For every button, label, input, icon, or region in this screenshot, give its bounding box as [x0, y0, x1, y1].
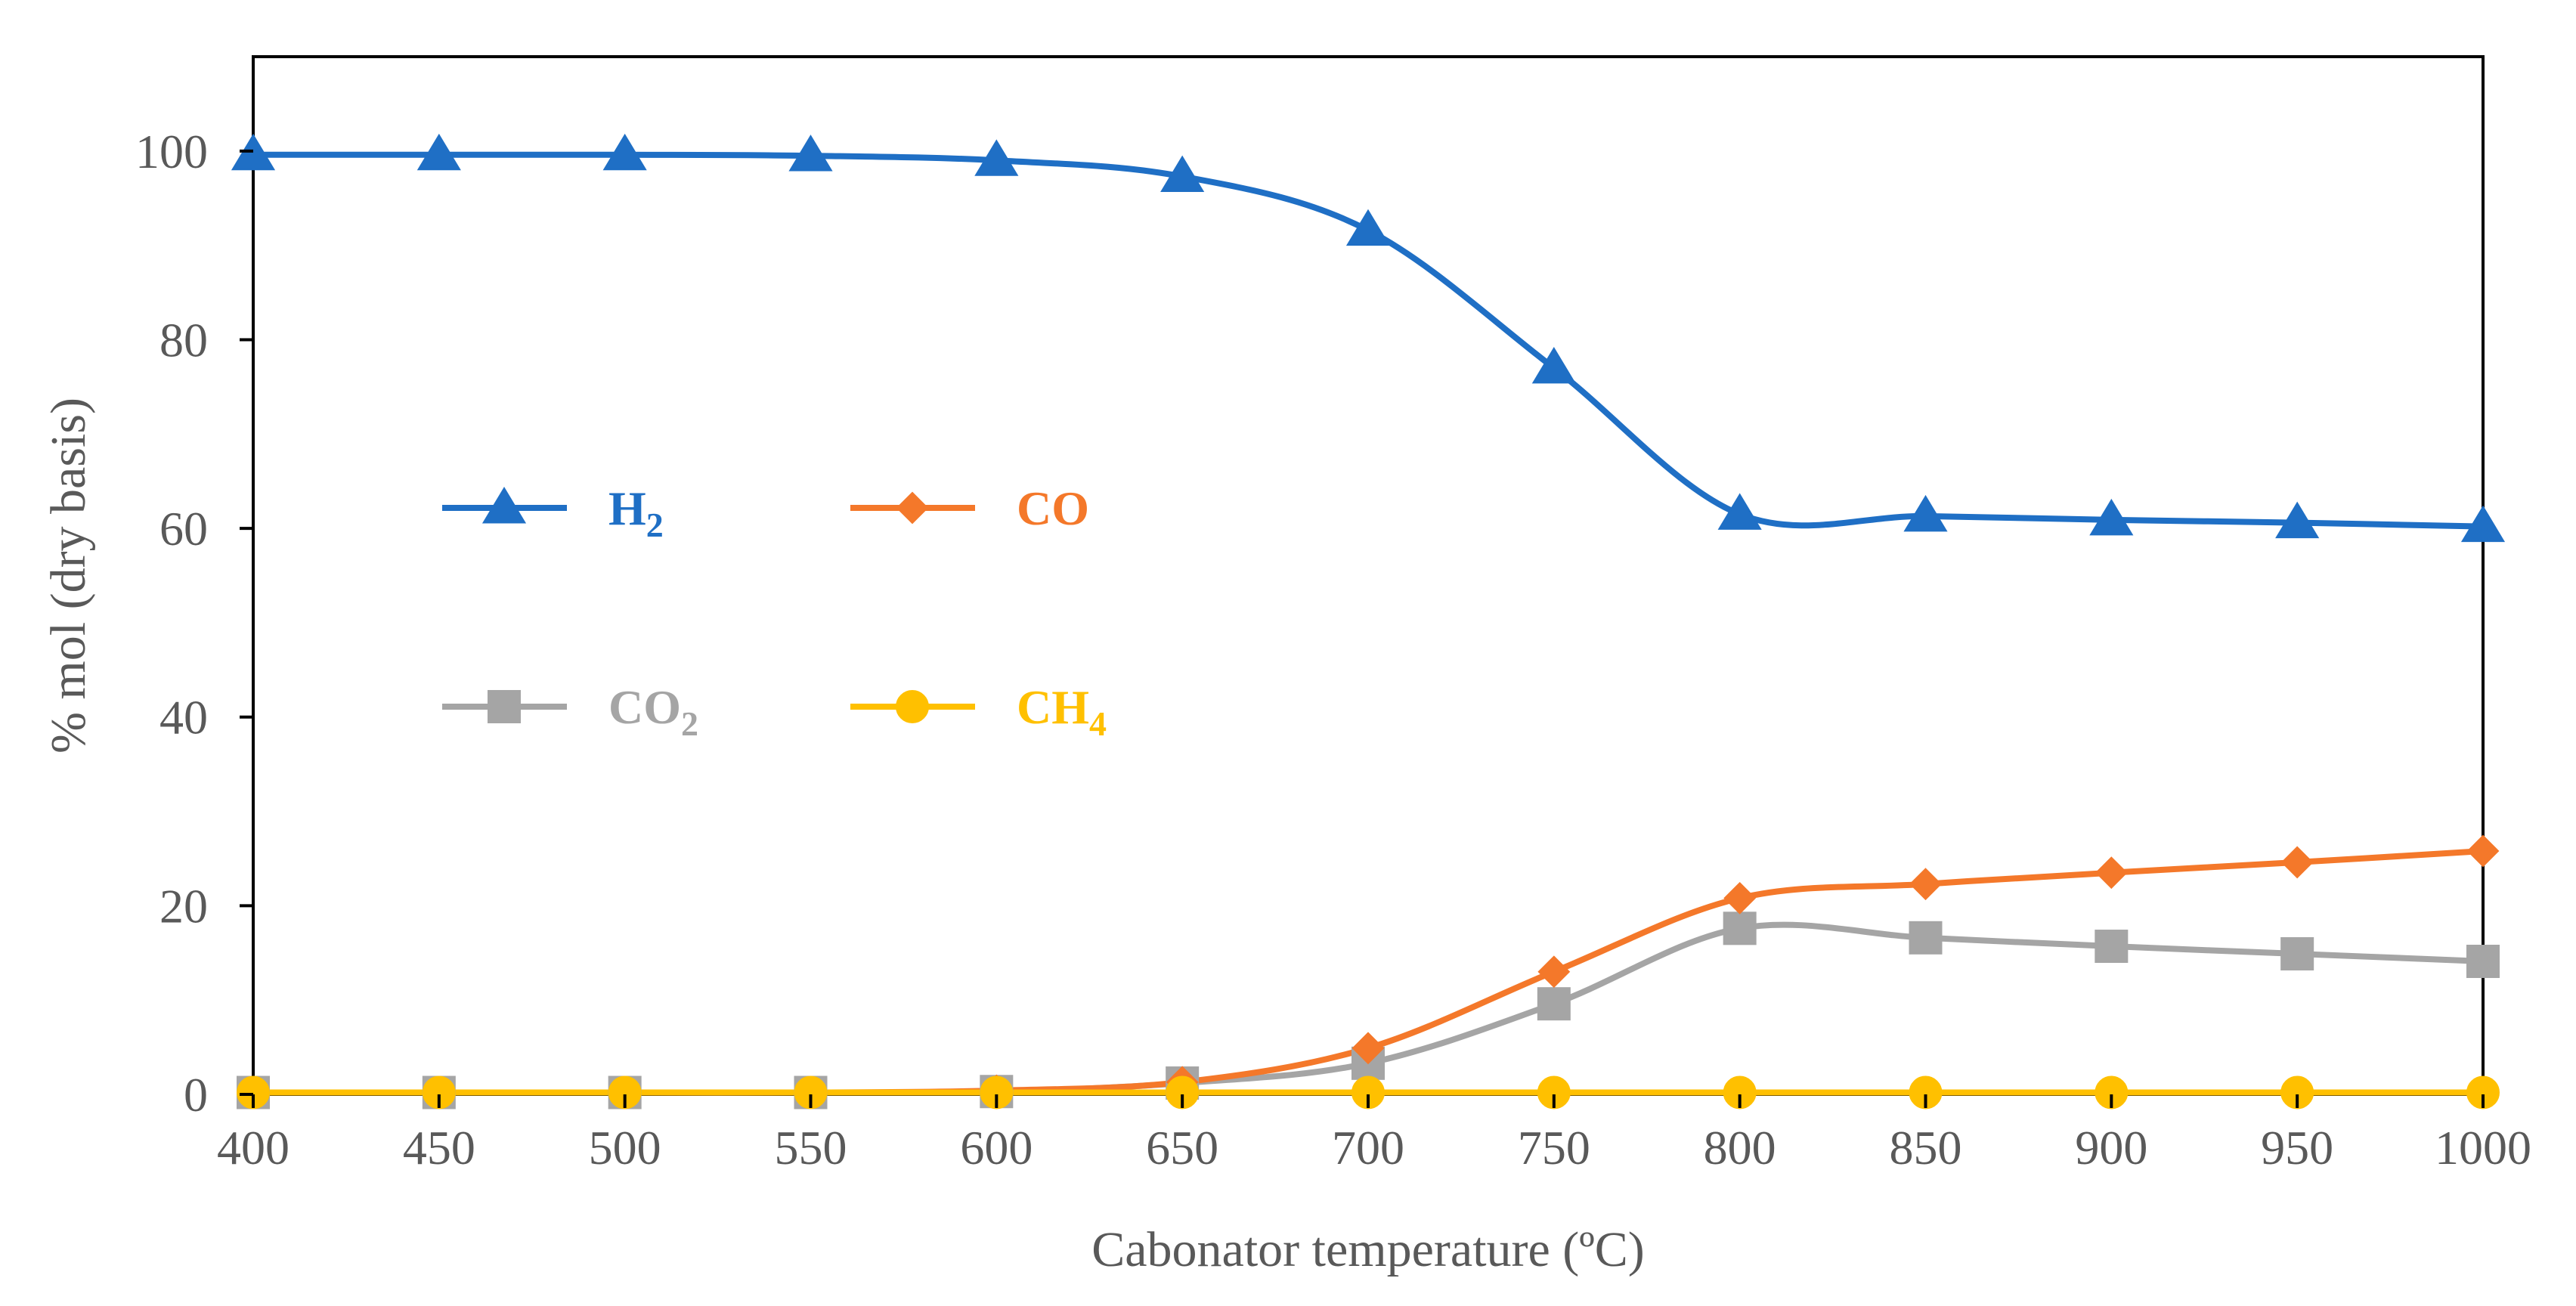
data-point-h2: [788, 135, 833, 172]
data-point-ch4: [422, 1075, 456, 1109]
legend-marker-h2: [481, 487, 527, 524]
legend-item-ch4: CH4: [850, 680, 1107, 743]
legend-marker-ch4: [896, 690, 929, 723]
legend-label-h2: H2: [608, 481, 664, 544]
y-tick-label: 80: [159, 313, 208, 367]
data-point-ch4: [1351, 1075, 1385, 1109]
y-axis-ticks: 0 20 40 60 80 100: [135, 125, 253, 1122]
data-point-co2: [2095, 930, 2129, 964]
data-point-ch4: [1537, 1075, 1571, 1109]
legend-label-subscript: 4: [1089, 704, 1107, 743]
data-point-co2: [2280, 937, 2314, 971]
data-point-ch4: [1166, 1075, 1200, 1109]
x-tick-label: 500: [589, 1121, 661, 1174]
data-point-h2: [602, 133, 647, 171]
y-tick-label: 0: [184, 1068, 208, 1122]
x-tick-label: 900: [2075, 1121, 2147, 1174]
y-tick-label: 100: [135, 125, 208, 178]
x-tick-label: 650: [1146, 1121, 1218, 1174]
legend-label-text: H: [608, 481, 646, 535]
data-point-co: [1909, 868, 1942, 901]
legend-marker-co2: [488, 690, 521, 723]
series-markers: [231, 133, 2506, 1109]
y-tick-label: 20: [159, 879, 208, 933]
data-point-ch4: [1723, 1075, 1757, 1109]
data-point-h2: [416, 133, 461, 171]
x-tick-label: 1000: [2435, 1121, 2531, 1174]
y-tick-label: 40: [159, 691, 208, 744]
legend-marker-co: [896, 491, 929, 525]
data-point-ch4: [2466, 1075, 2500, 1109]
data-point-co: [1537, 955, 1571, 989]
legend-label-co2: CO2: [608, 680, 698, 743]
data-point-h2: [2275, 501, 2320, 539]
legend-item-co2: CO2: [442, 680, 698, 743]
x-tick-label: 850: [1890, 1121, 1962, 1174]
x-tick-label: 600: [960, 1121, 1033, 1174]
y-axis-title: % mol (dry basis): [41, 398, 96, 754]
data-point-h2: [1903, 494, 1948, 532]
data-point-ch4: [237, 1075, 270, 1109]
x-tick-label: 400: [217, 1121, 289, 1174]
data-point-co: [2280, 846, 2314, 879]
data-point-h2: [2089, 498, 2134, 536]
x-tick-label: 700: [1332, 1121, 1404, 1174]
data-point-ch4: [2280, 1075, 2314, 1109]
data-point-h2: [1531, 346, 1576, 384]
data-point-co2: [1909, 921, 1943, 955]
data-point-h2: [974, 139, 1019, 176]
x-tick-label: 950: [2261, 1121, 2333, 1174]
data-point-h2: [1717, 493, 1762, 530]
series-lines: [250, 151, 2486, 1096]
x-axis-ticks: 400 450 500 550 600 650 700 750 800 850 900 950 1000: [217, 1094, 2531, 1174]
data-point-ch4: [1909, 1075, 1943, 1109]
data-point-co: [2466, 834, 2500, 868]
x-tick-label: 800: [1704, 1121, 1776, 1174]
x-tick-label: 450: [403, 1121, 475, 1174]
data-point-co2: [2466, 945, 2500, 979]
data-point-h2: [2460, 505, 2506, 543]
legend-label-text: CO: [608, 680, 681, 734]
legend-item-co: CO: [850, 481, 1089, 535]
data-point-ch4: [980, 1075, 1014, 1109]
legend-label-text: CO: [1017, 481, 1089, 535]
legend-label-ch4: CH4: [1017, 680, 1107, 743]
legend-label-co: CO: [1017, 481, 1089, 535]
x-tick-label: 550: [775, 1121, 847, 1174]
data-point-ch4: [2095, 1075, 2129, 1109]
x-tick-label: 750: [1518, 1121, 1590, 1174]
legend-item-h2: H2: [442, 481, 664, 544]
data-point-ch4: [794, 1075, 828, 1109]
data-point-co: [1723, 881, 1757, 915]
legend-label-text: CH: [1017, 680, 1089, 734]
data-point-co2: [1537, 987, 1571, 1021]
data-point-co2: [1723, 911, 1757, 945]
legend-label-subscript: 2: [646, 506, 664, 544]
data-point-co: [1351, 1032, 1385, 1065]
data-point-ch4: [608, 1075, 642, 1109]
data-point-h2: [1345, 209, 1391, 246]
data-point-h2: [1160, 155, 1205, 193]
x-axis-title: Cabonator temperature (ºC): [1091, 1222, 1645, 1277]
legend-label-subscript: 2: [681, 704, 698, 743]
data-point-co: [2095, 856, 2128, 890]
y-tick-label: 60: [159, 502, 208, 556]
